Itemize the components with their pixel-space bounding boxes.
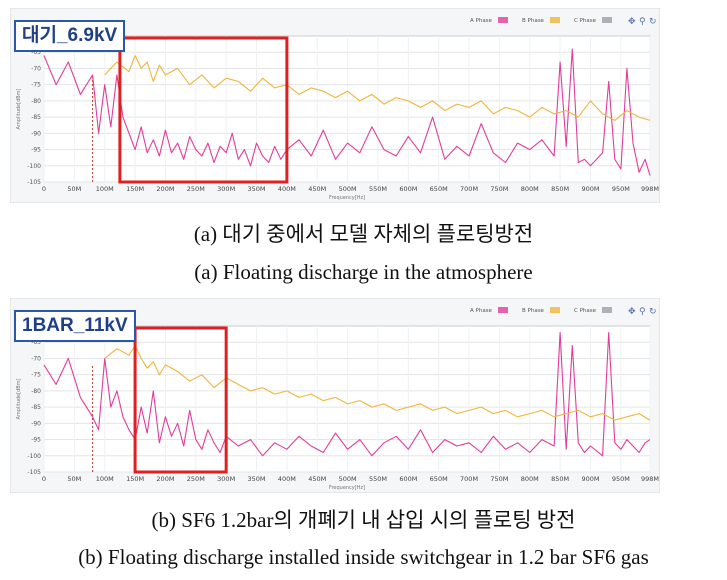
series-line-a-phase: [43, 48, 651, 176]
spectrum-panel-a: -65 -70 -75 -80 -85 -90 -95 -100 -105 0 50M 100M 150…: [10, 8, 660, 203]
x-tick-label: 850M: [551, 185, 569, 193]
legend-label: B Phase: [522, 308, 545, 314]
plot-area: [43, 35, 651, 183]
zoom-icon: ⚲: [639, 307, 646, 317]
x-tick-label: 950M: [612, 185, 630, 193]
x-tick-label: 800M: [521, 185, 539, 193]
x-tick-label: 100M: [96, 185, 114, 193]
y-tick-label: -70: [31, 355, 41, 362]
y-tick-label: -105: [27, 469, 41, 476]
y-tick-label: -75: [31, 82, 41, 89]
x-tick-label: 400M: [278, 475, 296, 483]
x-tick-label: 600M: [399, 475, 417, 483]
highlight-box: [118, 36, 289, 184]
y-tick-label: -90: [31, 420, 41, 427]
legend-swatch: [498, 17, 508, 23]
x-tick-label: 0: [42, 475, 46, 483]
legend-swatch: [602, 307, 612, 313]
x-tick-label: 450M: [308, 185, 326, 193]
x-tick-label: 650M: [430, 185, 448, 193]
x-tick-label: 350M: [248, 475, 266, 483]
x-tick-label: 900M: [581, 185, 599, 193]
x-tick-label: 300M: [217, 185, 235, 193]
x-tick-label: 800M: [521, 475, 539, 483]
y-tick-label: -65: [31, 49, 41, 56]
legend-label: A Phase: [470, 18, 493, 24]
legend-label: A Phase: [470, 308, 493, 314]
x-tick-label: 300M: [217, 475, 235, 483]
chart-label-a: 대기_6.9kV: [14, 20, 126, 52]
reset-icon: ↻: [649, 307, 657, 317]
y-tick-label: -75: [31, 372, 41, 379]
x-tick-label: 100M: [96, 475, 114, 483]
caption-a-korean: (a) 대기 중에서 모델 자체의 플로팅방전: [193, 222, 534, 246]
x-tick-label: 850M: [551, 475, 569, 483]
x-tick-label: 550M: [369, 185, 387, 193]
x-tick-label: 550M: [369, 475, 387, 483]
move-icon: ✥: [628, 17, 636, 27]
y-tick-label: -100: [27, 453, 41, 460]
chart-label-b: 1BAR_11kV: [14, 310, 136, 342]
x-tick-label: 250M: [187, 475, 205, 483]
x-axis-label: Frequency[Hz]: [329, 195, 365, 201]
legend-swatch: [498, 307, 508, 313]
legend-swatch: [602, 17, 612, 23]
y-tick-label: -95: [31, 437, 41, 444]
caption-a-english: (a) Floating discharge in the atmosphere: [194, 260, 533, 284]
x-tick-label: 998M: [641, 185, 659, 193]
x-axis-label: Frequency[Hz]: [329, 485, 365, 491]
x-tick-label: 950M: [612, 475, 630, 483]
y-tick-label: -105: [27, 179, 41, 186]
x-tick-label: 350M: [248, 185, 266, 193]
legend-label: C Phase: [574, 18, 597, 24]
y-axis-label: Amplitude[dBm]: [16, 88, 22, 129]
legend-label: B Phase: [522, 18, 545, 24]
y-tick-label: -80: [31, 388, 41, 395]
reset-icon: ↻: [649, 17, 657, 27]
x-tick-label: 150M: [126, 185, 144, 193]
x-tick-label: 200M: [156, 475, 174, 483]
x-tick-label: 650M: [430, 475, 448, 483]
x-tick-label: 50M: [67, 475, 81, 483]
y-tick-label: -80: [31, 98, 41, 105]
series-line-b-phase: [104, 344, 651, 421]
series-line-b-phase: [104, 54, 651, 121]
y-tick-label: -90: [31, 130, 41, 137]
legend-swatch: [550, 307, 560, 313]
x-tick-label: 400M: [278, 185, 296, 193]
spectrum-panel-b: -65 -70 -75 -80 -85 -90 -95 -100 -105 0 50M 100M 150…: [10, 298, 660, 493]
y-tick-label: -95: [31, 147, 41, 154]
y-tick-label: -100: [27, 163, 41, 170]
x-tick-label: 700M: [460, 185, 478, 193]
zoom-icon: ⚲: [639, 17, 646, 27]
x-tick-label: 500M: [339, 185, 357, 193]
y-tick-label: -85: [31, 404, 41, 411]
x-tick-label: 150M: [126, 475, 144, 483]
x-tick-label: 200M: [156, 185, 174, 193]
x-tick-label: 900M: [581, 475, 599, 483]
x-tick-label: 0: [42, 185, 46, 193]
x-tick-label: 700M: [460, 475, 478, 483]
highlight-box: [133, 326, 228, 474]
x-tick-label: 750M: [490, 475, 508, 483]
x-tick-label: 50M: [67, 185, 81, 193]
x-tick-label: 450M: [308, 475, 326, 483]
x-tick-label: 998M: [641, 475, 659, 483]
caption-b-english: (b) Floating discharge installed inside …: [78, 545, 649, 569]
y-tick-label: -70: [31, 65, 41, 72]
x-tick-label: 500M: [339, 475, 357, 483]
x-tick-label: 750M: [490, 185, 508, 193]
legend-label: C Phase: [574, 308, 597, 314]
x-tick-label: 600M: [399, 185, 417, 193]
move-icon: ✥: [628, 307, 636, 317]
y-tick-label: -85: [31, 114, 41, 121]
caption-b-korean: (b) SF6 1.2bar의 개폐기 내 삽입 시의 플로팅 방전: [151, 508, 576, 532]
x-tick-label: 250M: [187, 185, 205, 193]
y-axis-label: Amplitude[dBm]: [16, 378, 22, 419]
y-tick-label: -65: [31, 339, 41, 346]
legend-swatch: [550, 17, 560, 23]
